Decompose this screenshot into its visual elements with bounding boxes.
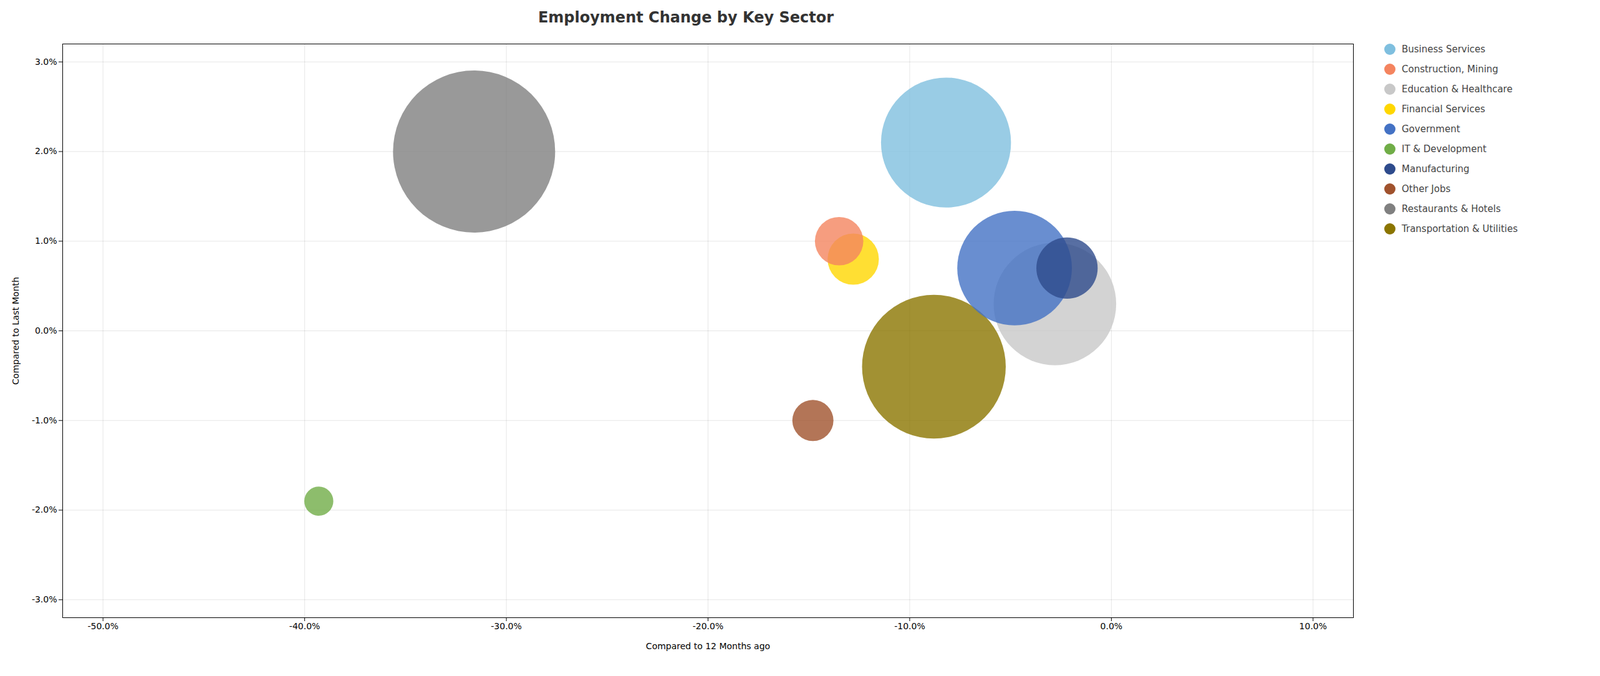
svg-text:10.0%: 10.0% xyxy=(1299,621,1327,632)
svg-text:-50.0%: -50.0% xyxy=(87,621,119,632)
svg-text:0.0%: 0.0% xyxy=(1100,621,1123,632)
svg-text:-3.0%: -3.0% xyxy=(31,594,58,605)
html-text:Manufacturing: Manufacturing xyxy=(1401,163,1470,175)
svg-text:Compared to 12 Months ago: Compared to 12 Months ago xyxy=(645,640,771,651)
svg-text:-30.0%: -30.0% xyxy=(490,621,522,632)
html-text:Other Jobs: Other Jobs xyxy=(1401,183,1451,195)
svg-text:Compared to Last Month: Compared to Last Month xyxy=(10,276,21,385)
svg-text:-40.0%: -40.0% xyxy=(289,621,321,632)
svg-text:1.0%: 1.0% xyxy=(34,235,58,246)
svg-text:-2.0%: -2.0% xyxy=(31,504,58,515)
svg-text:-10.0%: -10.0% xyxy=(894,621,926,632)
html-text:Business Services: Business Services xyxy=(1401,43,1486,55)
html-text:Employment Change by Key Secto: Employment Change by Key Sector xyxy=(538,8,834,27)
html-text:Restaurants & Hotels: Restaurants & Hotels xyxy=(1401,203,1501,215)
html-text:Financial Services: Financial Services xyxy=(1401,103,1486,115)
svg-text:0.0%: 0.0% xyxy=(34,325,58,336)
svg-text:3.0%: 3.0% xyxy=(34,56,58,67)
svg-text:-20.0%: -20.0% xyxy=(692,621,724,632)
svg-text:-1.0%: -1.0% xyxy=(31,415,58,426)
html-text:Government: Government xyxy=(1401,123,1461,135)
svg-text:2.0%: 2.0% xyxy=(34,145,58,156)
html-text:Transportation & Utilities: Transportation & Utilities xyxy=(1401,223,1518,235)
html-text:IT & Development: IT & Development xyxy=(1401,143,1487,155)
html-text:Construction, Mining: Construction, Mining xyxy=(1401,63,1499,75)
html-text:Education & Healthcare: Education & Healthcare xyxy=(1401,83,1513,95)
